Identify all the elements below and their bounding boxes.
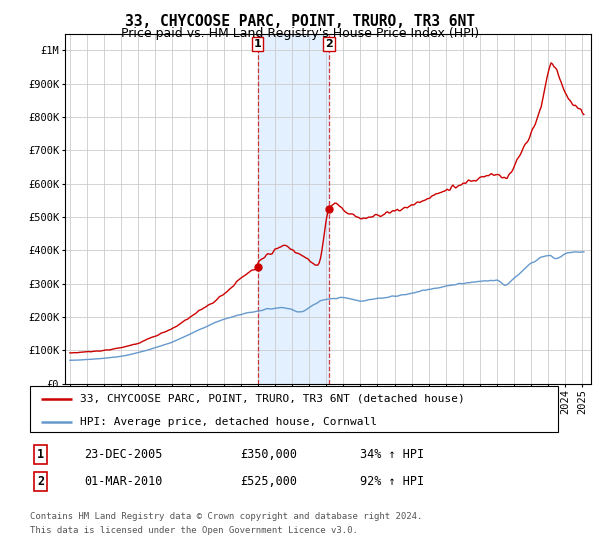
Text: 92% ↑ HPI: 92% ↑ HPI [360, 475, 424, 488]
Text: £350,000: £350,000 [240, 448, 297, 461]
Text: HPI: Average price, detached house, Cornwall: HPI: Average price, detached house, Corn… [80, 417, 377, 427]
Text: 33, CHYCOOSE PARC, POINT, TRURO, TR3 6NT (detached house): 33, CHYCOOSE PARC, POINT, TRURO, TR3 6NT… [80, 394, 465, 404]
Bar [257, 34, 329, 384]
Text: 2: 2 [37, 475, 44, 488]
Text: Price paid vs. HM Land Registry's House Price Index (HPI): Price paid vs. HM Land Registry's House … [121, 27, 479, 40]
Text: 1: 1 [254, 39, 262, 49]
Text: Contains HM Land Registry data © Crown copyright and database right 2024.: Contains HM Land Registry data © Crown c… [30, 512, 422, 521]
Text: 01-MAR-2010: 01-MAR-2010 [84, 475, 163, 488]
Text: 33, CHYCOOSE PARC, POINT, TRURO, TR3 6NT: 33, CHYCOOSE PARC, POINT, TRURO, TR3 6NT [125, 14, 475, 29]
Text: £525,000: £525,000 [240, 475, 297, 488]
Text: 1: 1 [37, 448, 44, 461]
Text: This data is licensed under the Open Government Licence v3.0.: This data is licensed under the Open Gov… [30, 526, 358, 535]
Text: 23-DEC-2005: 23-DEC-2005 [84, 448, 163, 461]
Text: 34% ↑ HPI: 34% ↑ HPI [360, 448, 424, 461]
Text: 2: 2 [325, 39, 333, 49]
